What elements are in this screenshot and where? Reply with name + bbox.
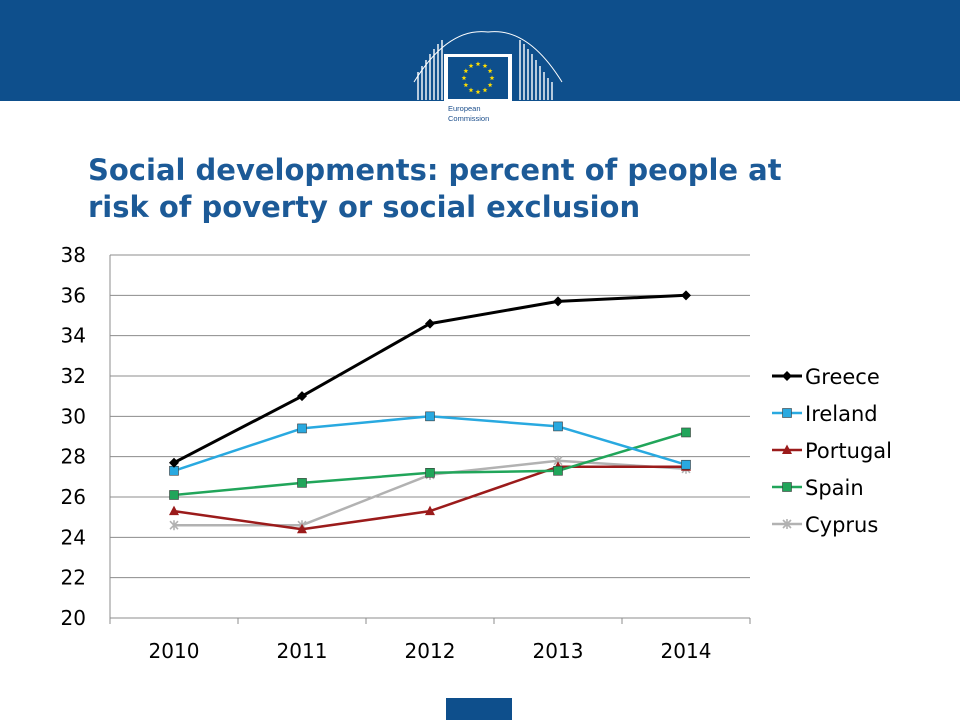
- data-point-spain: [553, 465, 563, 476]
- data-point-spain: [681, 427, 691, 438]
- data-point-ireland: [681, 459, 691, 470]
- series-spain: [169, 427, 691, 500]
- legend-item-portugal: Portugal: [772, 439, 892, 463]
- slide-title-line-1: Social developments: percent of people a…: [88, 153, 782, 187]
- legend-item-cyprus: Cyprus: [772, 513, 878, 537]
- y-tick-label: 20: [61, 606, 86, 630]
- y-tick-label: 30: [61, 404, 86, 428]
- data-point-greece: [169, 457, 179, 468]
- footer-tab: [446, 698, 512, 720]
- y-tick-label: 32: [61, 364, 86, 388]
- data-point-greece: [553, 296, 563, 307]
- legend-item-greece: Greece: [772, 365, 880, 389]
- gridlines: [110, 254, 750, 579]
- eu-star: [463, 82, 469, 88]
- legend-item-spain: Spain: [772, 476, 864, 500]
- x-tick-label: 2012: [405, 639, 456, 663]
- eu-star: [482, 87, 488, 93]
- y-tick-label: 26: [61, 485, 86, 509]
- data-point-portugal: [297, 523, 307, 534]
- legend-swatch-marker: [782, 408, 792, 418]
- data-point-portugal: [169, 505, 179, 516]
- legend-label-ireland: Ireland: [805, 402, 878, 426]
- legend-label-spain: Spain: [805, 476, 864, 500]
- y-tick-label: 34: [61, 324, 86, 348]
- x-tick-label: 2014: [661, 639, 712, 663]
- eu-star: [487, 82, 493, 88]
- legend-label-cyprus: Cyprus: [805, 513, 878, 537]
- eu-star: [482, 63, 488, 68]
- european-commission-logo: European Commission: [413, 31, 563, 133]
- data-point-ireland: [297, 423, 307, 434]
- data-point-spain: [297, 478, 307, 488]
- legend-label-portugal: Portugal: [805, 439, 892, 463]
- data-point-spain: [169, 490, 179, 500]
- data-point-spain: [425, 468, 435, 478]
- eu-star: [475, 61, 481, 67]
- data-point-portugal: [425, 505, 435, 516]
- legend-swatch-marker: [782, 482, 792, 492]
- eu-star: [487, 68, 493, 74]
- series-ireland: [169, 411, 691, 476]
- x-axis-tick-labels: 2010 2011 2012 2013 2014: [149, 639, 712, 663]
- legend-item-ireland: Ireland: [772, 402, 878, 426]
- eu-star: [475, 89, 481, 95]
- eu-star: [489, 75, 495, 81]
- eu-stars-icon: [461, 61, 495, 95]
- eu-star: [468, 87, 474, 93]
- data-point-cyprus: [169, 520, 179, 531]
- series-layer: [169, 290, 691, 534]
- data-point-greece: [425, 318, 435, 329]
- data-point-ireland: [553, 421, 563, 432]
- x-tick-label: 2011: [277, 639, 328, 663]
- legend-swatch-marker: [782, 371, 792, 381]
- legend-swatch-marker: [782, 519, 792, 529]
- y-tick-label: 28: [61, 445, 86, 469]
- y-tick-label: 22: [61, 566, 86, 590]
- data-point-greece: [681, 290, 691, 301]
- eu-star: [468, 63, 474, 68]
- legend-swatch-marker: [782, 444, 792, 454]
- slide-title: Social developments: percent of people a…: [88, 152, 928, 226]
- building-icon: [413, 31, 563, 100]
- data-point-ireland: [425, 411, 435, 422]
- y-tick-label: 36: [61, 283, 86, 307]
- legend-label-greece: Greece: [805, 365, 880, 389]
- y-axis-tick-labels: 20 22 24 26 28 30 32 34 36 38: [61, 243, 86, 630]
- logo-text-commission: Commission: [448, 114, 489, 123]
- logo-text-european: European: [448, 104, 481, 113]
- slide-title-line-2: risk of poverty or social exclusion: [88, 190, 641, 224]
- x-tick-label: 2013: [533, 639, 584, 663]
- chart-axes: [109, 255, 751, 624]
- series-greece: [169, 290, 691, 468]
- data-point-greece: [297, 391, 307, 402]
- y-tick-label: 38: [61, 243, 86, 267]
- eu-star: [461, 75, 467, 81]
- chart-legend: Greece Ireland Portugal Spain Cyprus: [772, 365, 892, 537]
- y-tick-label: 24: [61, 525, 86, 549]
- eu-star: [463, 68, 469, 74]
- x-tick-label: 2010: [149, 639, 200, 663]
